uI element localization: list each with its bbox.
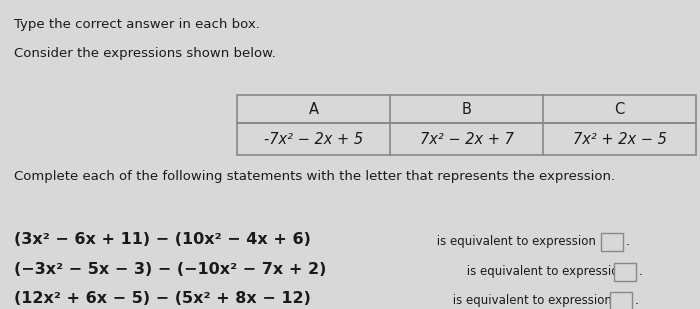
Text: Consider the expressions shown below.: Consider the expressions shown below. <box>14 47 276 60</box>
Bar <box>601 233 623 251</box>
Text: 7x² + 2x − 5: 7x² + 2x − 5 <box>573 132 666 146</box>
Text: Type the correct answer in each box.: Type the correct answer in each box. <box>14 18 260 31</box>
Text: is equivalent to expression: is equivalent to expression <box>463 265 626 278</box>
Text: .: . <box>639 265 643 278</box>
Text: is equivalent to expression: is equivalent to expression <box>449 294 612 307</box>
Text: B: B <box>461 101 471 116</box>
Text: is equivalent to expression: is equivalent to expression <box>433 235 596 248</box>
Text: 7x² − 2x + 7: 7x² − 2x + 7 <box>419 132 513 146</box>
Text: (−3x² − 5x − 3) − (−10x² − 7x + 2): (−3x² − 5x − 3) − (−10x² − 7x + 2) <box>14 262 326 277</box>
Text: A: A <box>309 101 318 116</box>
Text: .: . <box>626 235 630 248</box>
Text: C: C <box>615 101 624 116</box>
Text: -7x² − 2x + 5: -7x² − 2x + 5 <box>264 132 363 146</box>
Text: .: . <box>635 294 639 307</box>
Bar <box>614 263 636 281</box>
Text: (12x² + 6x − 5) − (5x² + 8x − 12): (12x² + 6x − 5) − (5x² + 8x − 12) <box>14 291 311 306</box>
Text: Complete each of the following statements with the letter that represents the ex: Complete each of the following statement… <box>14 170 615 183</box>
Text: (3x² − 6x + 11) − (10x² − 4x + 6): (3x² − 6x + 11) − (10x² − 4x + 6) <box>14 232 311 247</box>
Bar <box>610 292 632 309</box>
Bar <box>237 95 696 155</box>
